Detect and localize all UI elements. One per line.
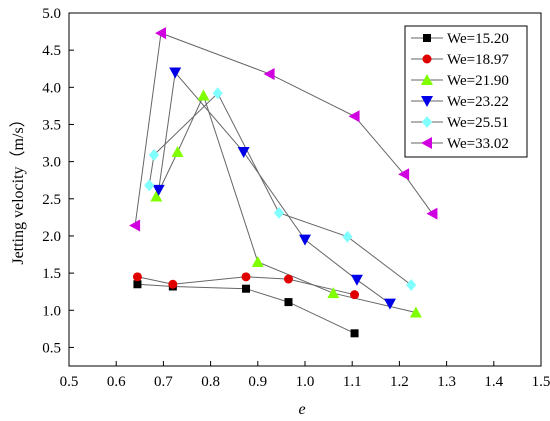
data-point <box>169 67 182 79</box>
data-point <box>171 145 184 157</box>
data-point <box>148 148 159 161</box>
series-line <box>134 32 433 226</box>
ticks-layer: 0.5 0.6 0.7 0.8 0.9 1.0 1.1 1.2 1.3 1.4 1.5 0.5 1.0 1… <box>42 6 550 390</box>
legend-label: We=25.51 <box>447 115 509 131</box>
data-point <box>129 219 141 232</box>
data-point <box>242 284 250 293</box>
data-point <box>152 184 165 196</box>
series-line <box>158 71 391 305</box>
x-tick-label: 1.3 <box>437 374 456 390</box>
data-point <box>155 27 167 40</box>
legend-marker <box>423 34 431 42</box>
legend-marker <box>421 74 433 85</box>
data-point <box>132 272 142 282</box>
data-point <box>299 234 311 246</box>
y-tick-label: 4.5 <box>42 43 61 59</box>
data-point <box>348 110 360 123</box>
y-tick-label: 2.5 <box>42 192 61 208</box>
legend: We=15.20 We=18.97 We=21.90 We=23.22 We=25.51… <box>404 25 528 158</box>
data-point <box>144 179 155 192</box>
x-tick-label: 0.8 <box>201 374 220 390</box>
x-tick-label: 1.2 <box>390 374 409 390</box>
legend-label: We=33.02 <box>447 136 509 152</box>
x-tick-label: 1.1 <box>343 374 362 390</box>
y-tick-label: 2.0 <box>42 229 61 245</box>
data-point <box>409 306 422 318</box>
data-point <box>168 279 178 289</box>
data-point <box>398 168 410 181</box>
data-point <box>212 87 223 100</box>
data-point <box>150 190 163 202</box>
data-point <box>406 278 417 291</box>
data-point <box>426 207 438 220</box>
x-tick-label: 0.6 <box>107 374 126 390</box>
data-point <box>251 255 264 267</box>
data-point <box>342 230 353 243</box>
legend-marker <box>422 54 432 64</box>
data-point <box>350 274 363 286</box>
y-tick-label: 5.0 <box>42 6 61 22</box>
x-tick-label: 1.0 <box>296 374 315 390</box>
x-tick-label: 0.9 <box>248 374 267 390</box>
data-point <box>327 287 340 299</box>
data-point <box>133 280 142 289</box>
x-tick-label: 1.4 <box>484 374 503 390</box>
legend-marker <box>421 96 433 107</box>
y-axis-label: Jetting velocity（m/s） <box>9 111 27 264</box>
data-point <box>284 298 293 307</box>
data-point <box>241 272 251 282</box>
x-tick-label: 0.5 <box>60 374 79 390</box>
series-line <box>148 92 412 286</box>
x-tick-label: 1.5 <box>532 374 550 390</box>
y-tick-label: 3.0 <box>42 155 61 171</box>
series-lines <box>134 32 433 334</box>
data-point <box>237 146 250 158</box>
y-tick-label: 1.5 <box>42 266 61 282</box>
data-point <box>350 290 360 300</box>
data-point <box>274 206 285 219</box>
y-tick-label: 0.5 <box>42 340 61 356</box>
data-point <box>350 329 359 338</box>
x-tick-label: 0.7 <box>154 374 173 390</box>
data-point <box>283 274 293 284</box>
data-point <box>383 298 396 310</box>
series-markers <box>129 27 438 338</box>
legend-label: We=23.22 <box>447 94 509 110</box>
legend-label: We=21.90 <box>447 73 509 89</box>
x-axis-label: e <box>298 401 305 418</box>
data-point <box>197 89 210 101</box>
series-line <box>155 94 417 313</box>
legend-box <box>404 25 528 158</box>
y-tick-label: 3.5 <box>42 117 61 133</box>
legend-marker <box>421 137 432 149</box>
legend-label: We=15.20 <box>447 31 509 47</box>
y-tick-label: 4.0 <box>42 80 61 96</box>
data-point <box>263 67 275 80</box>
y-tick-label: 1.0 <box>42 303 61 319</box>
legend-label: We=18.97 <box>447 52 509 68</box>
legend-marker <box>422 116 432 128</box>
